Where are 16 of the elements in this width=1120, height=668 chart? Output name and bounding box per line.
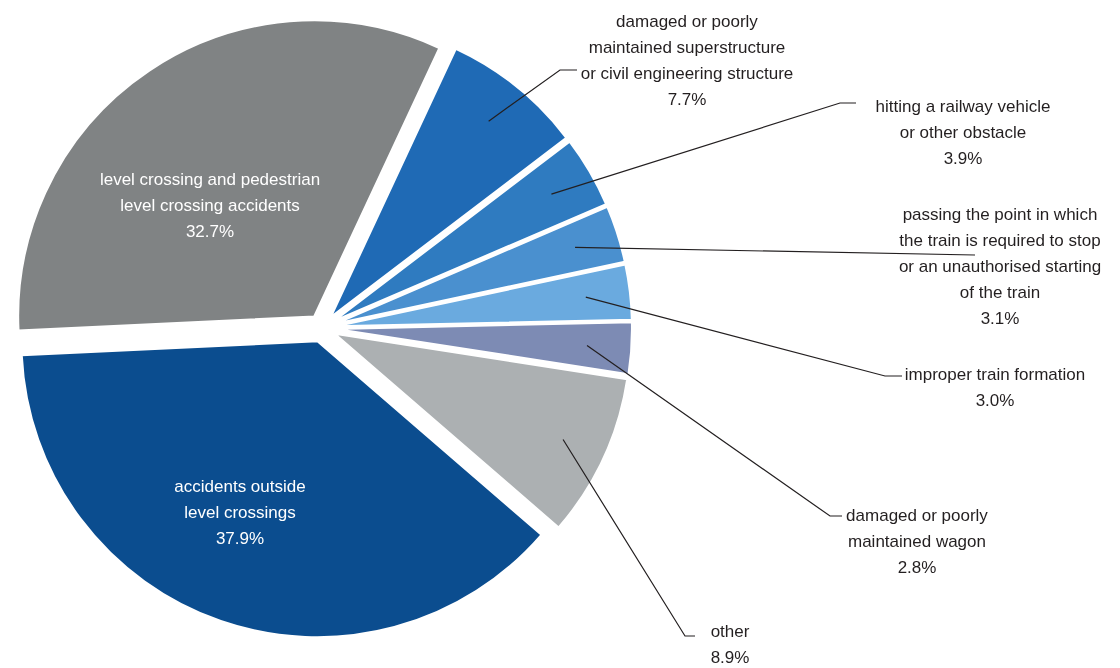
slice-label: passing the point in which the train is required to stop or an unauthorised starting of the train xyxy=(898,205,1102,302)
data-label: 3.9% xyxy=(943,149,983,168)
slice-label: damaged or poorly maintained wagon xyxy=(846,506,989,551)
data-label: 2.8% xyxy=(897,558,937,577)
data-label: 32.7% xyxy=(185,222,235,241)
slice-label: level crossing and pedestrian level crossing accidents xyxy=(99,170,321,215)
slice-label: accidents outside level crossings xyxy=(174,477,306,522)
slice-label: improper train formation xyxy=(904,365,1086,384)
data-label: 37.9% xyxy=(215,529,265,548)
slice-label: hitting a railway vehicle or other obstacle xyxy=(875,97,1051,142)
data-label: 3.0% xyxy=(975,391,1015,410)
data-label: 3.1% xyxy=(980,309,1020,328)
slice-label: damaged or poorly maintained superstructure or civil engineering structure xyxy=(580,12,794,83)
data-label: 8.9% xyxy=(710,648,750,667)
data-label: 7.7% xyxy=(667,90,707,109)
slice-label: other xyxy=(710,622,750,641)
